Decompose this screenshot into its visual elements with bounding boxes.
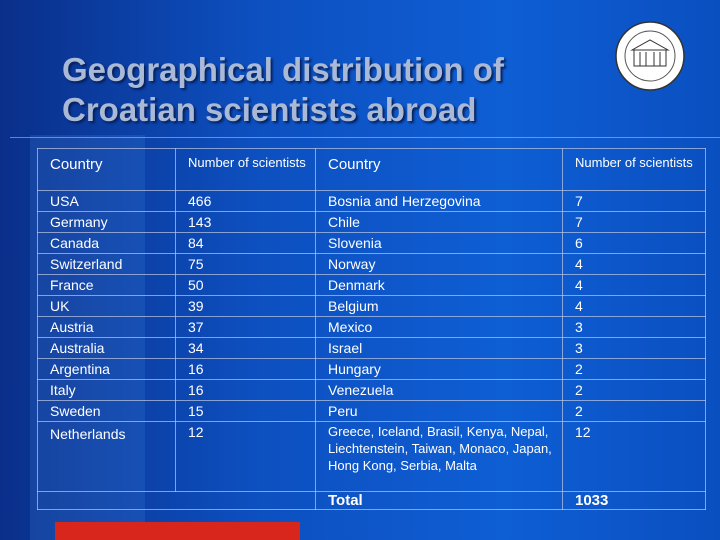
country: Peru xyxy=(315,400,563,422)
country: Argentina xyxy=(37,358,176,380)
scientist-count: 2 xyxy=(562,379,706,401)
country: Germany xyxy=(37,211,176,233)
table-row: France 50 Denmark 4 xyxy=(37,274,706,296)
country: Belgium xyxy=(315,295,563,317)
scientist-count: 12 xyxy=(175,421,316,492)
country: Hungary xyxy=(315,358,563,380)
scientist-count: 15 xyxy=(175,400,316,422)
column-header: Number of scientists xyxy=(175,148,316,191)
table-row: USA 466 Bosnia and Herzegovina 7 xyxy=(37,190,706,212)
scientist-count: 466 xyxy=(175,190,316,212)
decor-bar xyxy=(55,522,300,540)
scientist-count: 6 xyxy=(562,232,706,254)
scientist-count: 3 xyxy=(562,316,706,338)
country: Slovenia xyxy=(315,232,563,254)
country: Austria xyxy=(37,316,176,338)
country: UK xyxy=(37,295,176,317)
scientist-count: 16 xyxy=(175,379,316,401)
scientist-count: 2 xyxy=(562,400,706,422)
country: Chile xyxy=(315,211,563,233)
country: Italy xyxy=(37,379,176,401)
country: Australia xyxy=(37,337,176,359)
table-row: Netherlands 12 Greece, Iceland, Brasil, Ke… xyxy=(37,421,706,492)
table-row: Italy 16 Venezuela 2 xyxy=(37,379,706,401)
title-rule xyxy=(10,137,720,138)
scientist-count: 12 xyxy=(562,421,706,492)
scientist-count: 3 xyxy=(562,337,706,359)
country: Greece, Iceland, Brasil, Kenya, Nepal, L… xyxy=(315,421,563,492)
scientist-count: 7 xyxy=(562,190,706,212)
country: Canada xyxy=(37,232,176,254)
table-row: Australia 34 Israel 3 xyxy=(37,337,706,359)
scientist-count: 37 xyxy=(175,316,316,338)
country: Venezuela xyxy=(315,379,563,401)
column-header: Country xyxy=(315,148,563,191)
scientist-count: 75 xyxy=(175,253,316,275)
column-header: Number of scientists xyxy=(562,148,706,191)
country: Norway xyxy=(315,253,563,275)
table-row: Canada 84 Slovenia 6 xyxy=(37,232,706,254)
country: Switzerland xyxy=(37,253,176,275)
scientist-count: 4 xyxy=(562,274,706,296)
country: France xyxy=(37,274,176,296)
scientist-count: 2 xyxy=(562,358,706,380)
column-header: Country xyxy=(37,148,176,191)
scientist-count: 39 xyxy=(175,295,316,317)
scientist-count: 84 xyxy=(175,232,316,254)
country: USA xyxy=(37,190,176,212)
scientist-count: 34 xyxy=(175,337,316,359)
table-row: Germany 143 Chile 7 xyxy=(37,211,706,233)
country: Netherlands xyxy=(37,421,176,492)
table-row: Austria 37 Mexico 3 xyxy=(37,316,706,338)
country: Denmark xyxy=(315,274,563,296)
scientist-count: 4 xyxy=(562,253,706,275)
scientist-count: 143 xyxy=(175,211,316,233)
empty-cell xyxy=(37,491,316,510)
table-row: Sweden 15 Peru 2 xyxy=(37,400,706,422)
logo xyxy=(615,21,685,91)
scientist-count: 7 xyxy=(562,211,706,233)
country: Bosnia and Herzegovina xyxy=(315,190,563,212)
total-label: Total xyxy=(315,491,563,510)
table-row: UK 39 Belgium 4 xyxy=(37,295,706,317)
title: Geographical distribution of Croatian sc… xyxy=(62,51,504,128)
table-row: Switzerland 75 Norway 4 xyxy=(37,253,706,275)
country: Sweden xyxy=(37,400,176,422)
scientist-count: 50 xyxy=(175,274,316,296)
total-row: Total 1033 xyxy=(37,491,706,510)
scientist-count: 16 xyxy=(175,358,316,380)
header-row: Country Number of scientists Country Number… xyxy=(37,148,706,191)
scientist-count: 4 xyxy=(562,295,706,317)
table-row: Argentina 16 Hungary 2 xyxy=(37,358,706,380)
country: Israel xyxy=(315,337,563,359)
total-value: 1033 xyxy=(562,491,706,510)
country: Mexico xyxy=(315,316,563,338)
data-table: Country Number of scientists Country Number… xyxy=(37,148,706,510)
